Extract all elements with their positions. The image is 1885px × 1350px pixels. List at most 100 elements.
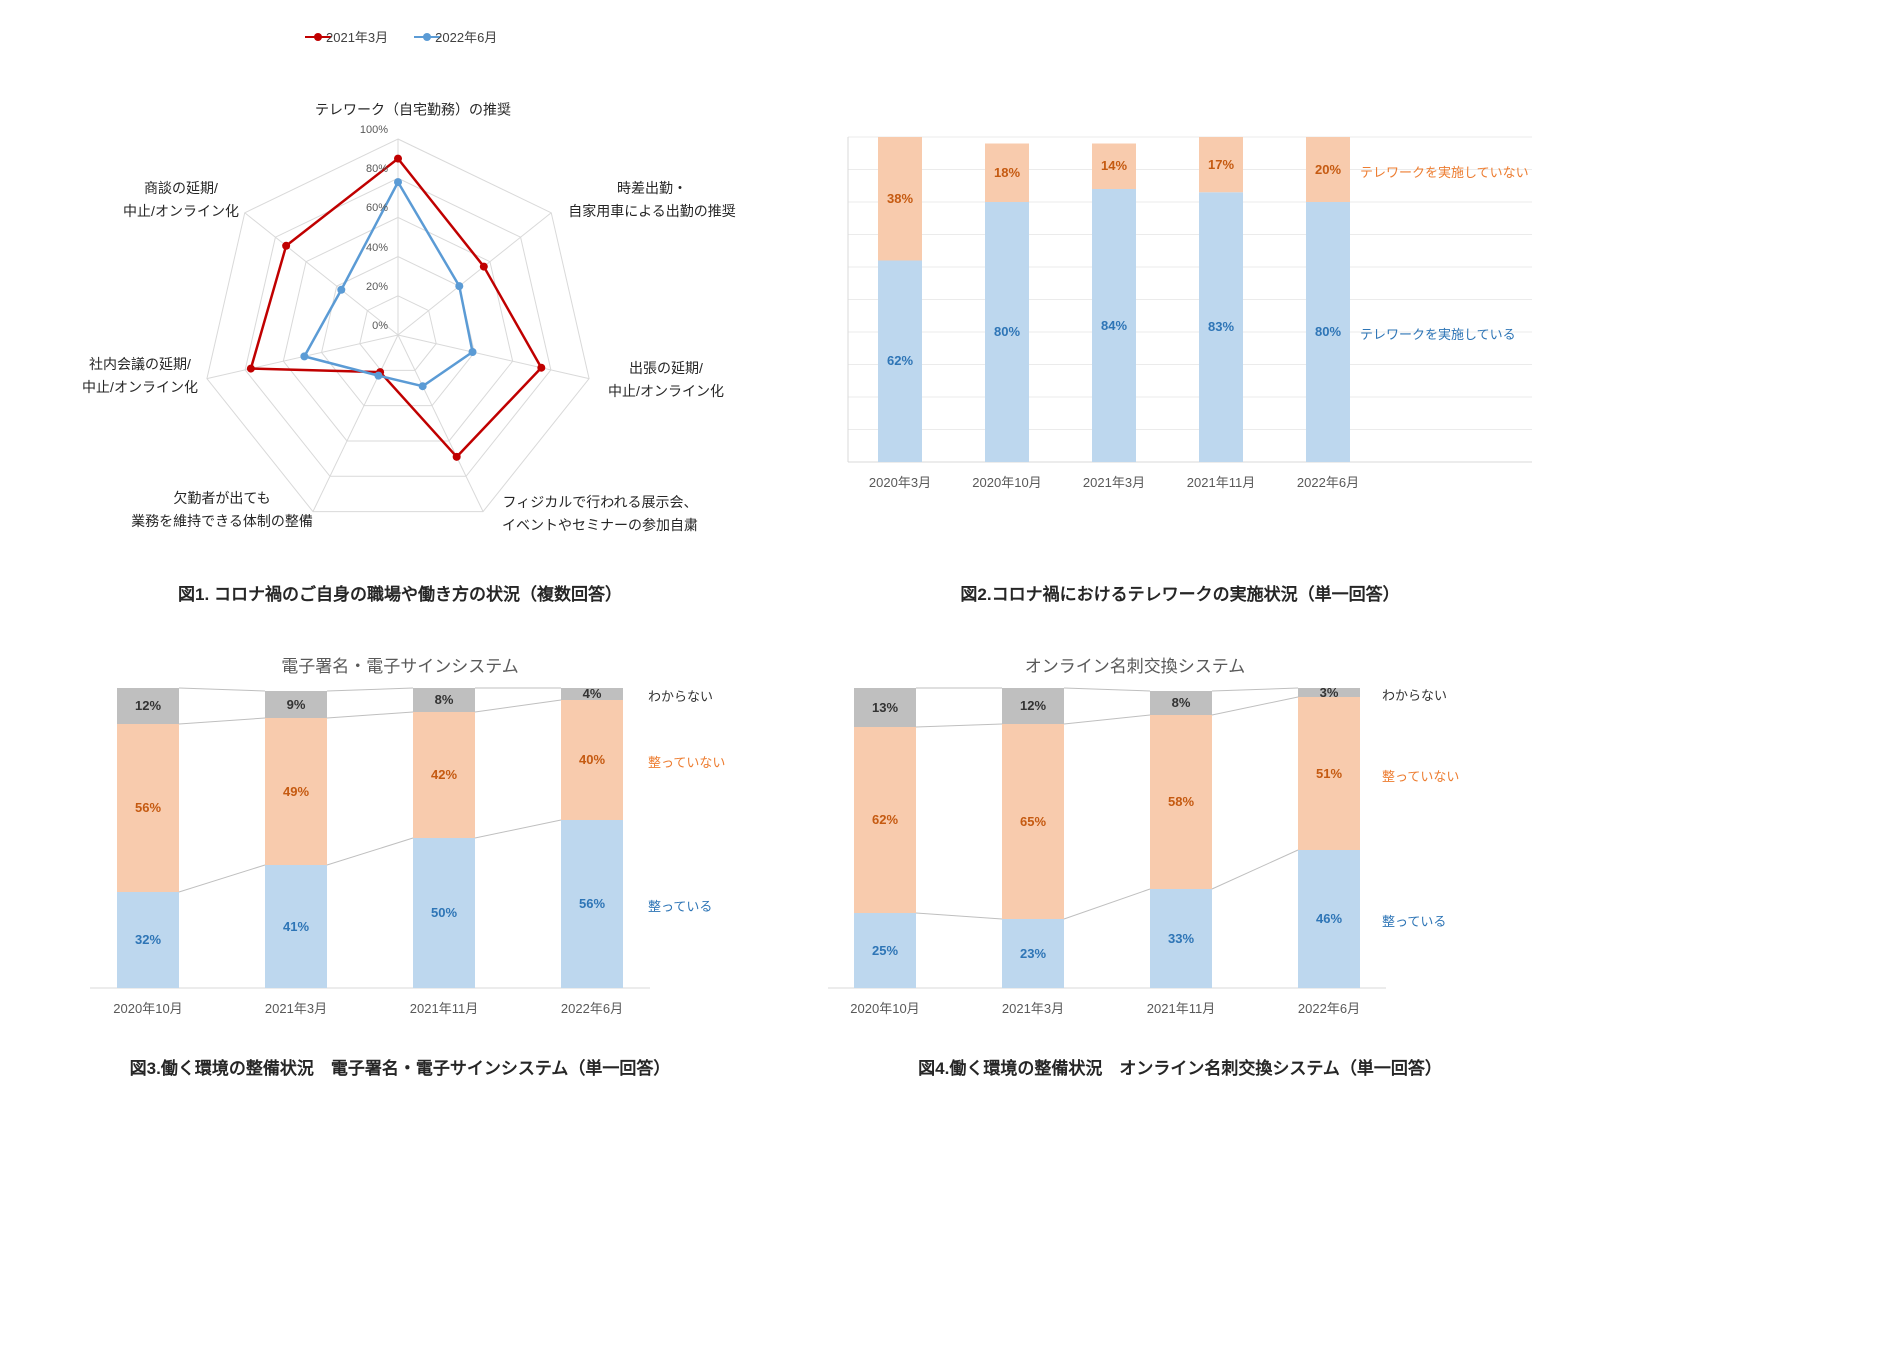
series-connector-line xyxy=(178,864,266,893)
radar-series-marker xyxy=(455,282,464,291)
legend-item-2022-06: 2022年6月 xyxy=(414,27,497,46)
bar-segment xyxy=(413,688,475,712)
radar-tick-label: 0% xyxy=(372,320,388,332)
bar-value-label: 3% xyxy=(1319,684,1339,700)
bar-segment xyxy=(1002,724,1064,919)
radar-series-marker xyxy=(374,371,383,380)
radar-series-marker xyxy=(418,382,427,391)
bar-segment xyxy=(265,718,327,865)
bar-value-label: 18% xyxy=(993,164,1021,180)
bar-value-label: 80% xyxy=(993,324,1021,339)
bar-value-label: 62% xyxy=(886,353,914,369)
radar-series-line-1 xyxy=(303,180,474,388)
bar-segment xyxy=(1002,688,1064,724)
bar-value-label: 12% xyxy=(1019,698,1047,713)
series-connector-line xyxy=(1063,888,1151,920)
bar-value-label: 14% xyxy=(1100,158,1128,174)
bar-segment xyxy=(1298,850,1360,988)
bar-value-label: 46% xyxy=(1315,911,1343,926)
bar-segment xyxy=(1199,192,1243,462)
bar-segment xyxy=(1150,691,1212,715)
radar-spoke xyxy=(244,212,399,336)
category-label: 2020年10月 xyxy=(972,475,1042,490)
category-label: 2022年6月 xyxy=(1297,1001,1361,1016)
bar-value-label: 50% xyxy=(430,905,458,920)
radar-series-marker xyxy=(468,348,477,357)
blue-series-marker-icon xyxy=(423,32,432,41)
bar-value-label: 49% xyxy=(282,783,310,799)
bar-segment xyxy=(854,913,916,988)
bar-segment xyxy=(1298,697,1360,850)
radar-spoke xyxy=(312,334,399,512)
bar-segment xyxy=(1092,143,1136,189)
series-connector-line xyxy=(1211,849,1299,890)
bar-segment xyxy=(265,691,327,718)
bar-value-label: 56% xyxy=(578,896,606,911)
bar-value-label: 38% xyxy=(886,190,914,206)
series-connector-line xyxy=(326,837,414,866)
radar-grid-ring xyxy=(282,216,514,442)
bar-segment xyxy=(878,137,922,261)
bar-segment xyxy=(117,892,179,988)
bar-segment xyxy=(1298,688,1360,697)
bar-value-label: 62% xyxy=(871,812,899,827)
bar-segment xyxy=(854,727,916,913)
radar-series-marker xyxy=(246,364,255,373)
legend-label-2021-03: 2021年3月 xyxy=(326,30,389,45)
radar-svg xyxy=(206,138,590,513)
bar-value-label: 17% xyxy=(1207,156,1235,172)
bar-segment xyxy=(1306,137,1350,202)
bar-value-label: 40% xyxy=(578,752,606,767)
radar-axis-label: 商談の延期/中止/オンライン化 xyxy=(123,179,239,219)
bar-segment xyxy=(1199,137,1243,193)
radar-tick-label: 60% xyxy=(365,202,388,215)
radar-tick-label: 100% xyxy=(359,124,388,136)
series-connector-line xyxy=(326,687,414,692)
red-series-marker-icon xyxy=(314,32,322,41)
series-connector-line xyxy=(915,723,1003,728)
series-name-label: テレワークを実施している xyxy=(1360,327,1516,342)
bar-value-label: 83% xyxy=(1207,319,1235,335)
radar-spoke xyxy=(397,334,484,512)
figure1-caption: 図1. コロナ禍のご自身の職場や働き方の状況（複数回答） xyxy=(178,585,622,604)
bar-value-label: 4% xyxy=(582,686,602,701)
category-label: 2020年3月 xyxy=(868,475,932,490)
radar-series-marker xyxy=(300,352,309,361)
series-connector-line xyxy=(915,912,1003,920)
series-name-label: 整っている xyxy=(648,899,713,914)
radar-series-marker xyxy=(394,178,402,187)
figure3-caption: 図3.働く環境の整備状況 電子署名・電子サインシステム（単一回答） xyxy=(129,1059,671,1078)
radar-axis-label: 時差出勤・ 自家用車による出勤の推奨 xyxy=(568,179,736,219)
radar-grid-ring xyxy=(359,295,437,371)
bar-value-label: 8% xyxy=(1171,695,1191,710)
radar-spoke xyxy=(397,212,552,336)
series-connector-line xyxy=(1211,696,1299,716)
figure2-caption: 図2.コロナ禍におけるテレワークの実施状況（単一回答） xyxy=(960,585,1400,604)
bar-value-label: 65% xyxy=(1019,813,1047,829)
bar-segment xyxy=(985,143,1029,202)
category-label: 2021年3月 xyxy=(1001,1001,1065,1016)
bar-value-label: 12% xyxy=(134,698,162,713)
series-connector-line xyxy=(1063,714,1151,725)
radar-axis-label: フィジカルで行われる展示会、 イベントやセミナーの参加自粛 xyxy=(502,493,698,533)
bar-segment xyxy=(265,865,327,988)
series-connector-line xyxy=(474,819,562,839)
radar-grid-ring xyxy=(244,177,552,477)
radar-series-line-0 xyxy=(249,157,543,459)
radar-chart: 0% 20% 40% 60% 80% 100% テレワーク（自宅勤務）の推奨 時差出勤・ 自家用… xyxy=(0,0,800,645)
meishi-stacked-bar-chart: 25% 62% 13% 23% 65% 12% 33% 58% 8% 46% 51% 3% 2020年1… xyxy=(820,650,1585,1050)
bar-value-label: 32% xyxy=(134,932,162,947)
radar-axis-label: 社内会議の延期/中止/オンライン化 xyxy=(82,355,198,395)
bar-segment xyxy=(1150,889,1212,988)
radar-series-marker xyxy=(282,241,291,250)
radar-tick-label: 20% xyxy=(365,280,388,293)
radar-axis-label: 欠勤者が出ても 業務を維持できる体制の整備 xyxy=(131,489,313,529)
figure4-title: オンライン名刺交換システム xyxy=(1024,657,1246,676)
series-name-label: 整っている xyxy=(1382,914,1447,929)
radar-axis-label: 出張の延期/中止/オンライン化 xyxy=(608,359,724,399)
figure4-caption: 図4.働く環境の整備状況 オンライン名刺交換システム（単一回答） xyxy=(918,1059,1442,1078)
bar-segment xyxy=(561,820,623,988)
series-name-label: 整っていない xyxy=(1382,768,1460,784)
bar-segment xyxy=(1002,919,1064,988)
bar-segment xyxy=(1306,202,1350,462)
